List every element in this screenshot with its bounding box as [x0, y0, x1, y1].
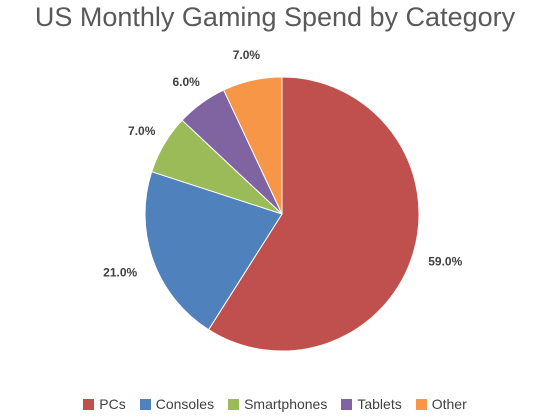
legend-label-tablets: Tablets — [357, 396, 402, 412]
legend-label-pcs: PCs — [99, 396, 126, 412]
legend-swatch-other — [415, 398, 427, 410]
legend-swatch-consoles — [139, 398, 151, 410]
slice-label-tablets: 6.0% — [173, 75, 201, 89]
pie-slice-pcs — [207, 76, 420, 352]
pie-slice-other — [223, 76, 283, 215]
legend-item-consoles: Consoles — [139, 396, 215, 412]
legend-label-smartphones: Smartphones — [244, 396, 328, 412]
slice-label-consoles: 21.0% — [103, 265, 137, 279]
legend-item-smartphones: Smartphones — [228, 396, 327, 412]
legend-label-consoles: Consoles — [155, 396, 215, 412]
chart-title: US Monthly Gaming Spend by Category — [34, 2, 516, 32]
legend-swatch-pcs — [83, 398, 95, 410]
legend-item-tablets: Tablets — [341, 396, 402, 412]
legend-item-other: Other — [415, 396, 467, 412]
legend-label-other: Other — [431, 396, 467, 412]
legend-swatch-smartphones — [228, 398, 240, 410]
slice-label-smartphones: 7.0% — [128, 124, 156, 138]
slice-label-pcs: 59.0% — [428, 254, 462, 268]
pie-chart: 59.0% 21.0% 7.0% 6.0% 7.0% — [103, 48, 463, 352]
pie-slice-consoles — [144, 171, 283, 331]
legend-item-pcs: PCs — [83, 396, 126, 412]
chart-legend: PCs Consoles Smartphones Tablets Other — [0, 396, 550, 412]
legend-swatch-tablets — [341, 398, 353, 410]
slice-label-other: 7.0% — [233, 48, 261, 62]
